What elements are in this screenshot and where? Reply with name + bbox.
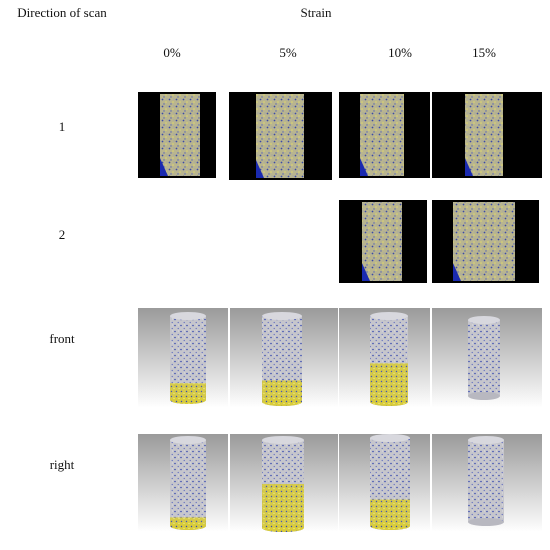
row-label: 2 <box>59 227 66 242</box>
row-label: front <box>49 331 75 346</box>
cylinder-yellow <box>370 363 408 402</box>
cylinder-body <box>170 440 206 526</box>
cylinder-top <box>262 436 304 444</box>
scan-edge <box>160 158 168 176</box>
cylinder-yellow-bottom <box>170 396 206 404</box>
row-header: Direction of scan <box>17 5 107 20</box>
cylinder-top <box>370 434 410 442</box>
column-label: 0% <box>163 45 181 60</box>
scan-edge <box>453 263 461 281</box>
cylinder-yellow <box>170 383 206 400</box>
scan-specimen <box>160 94 200 176</box>
scan-edge <box>256 160 264 178</box>
cylinder-body <box>468 320 500 396</box>
column-label: 15% <box>472 45 496 60</box>
cylinder-body <box>468 440 504 522</box>
row-label: right <box>50 457 75 472</box>
scan-specimen <box>256 94 304 178</box>
scan-edge <box>465 158 473 176</box>
cylinder-top <box>262 312 302 320</box>
column-header: Strain <box>300 5 332 20</box>
cylinder-yellow <box>262 484 304 528</box>
images <box>138 92 542 532</box>
cylinder-yellow-bottom <box>262 398 302 406</box>
cylinder-yellow-bottom <box>262 524 304 532</box>
cylinder-bottom <box>468 392 500 400</box>
cylinder-yellow-bottom <box>170 522 206 530</box>
cylinder-top <box>468 316 500 324</box>
scan-specimen <box>465 94 503 176</box>
column-label: 5% <box>279 45 297 60</box>
cylinder-top <box>370 312 408 320</box>
scan-specimen <box>362 202 402 281</box>
cylinder-top <box>170 436 206 444</box>
cylinder-yellow <box>262 380 302 402</box>
scan-specimen <box>453 202 515 281</box>
scan-edge <box>362 263 370 281</box>
cylinder-yellow <box>170 517 206 526</box>
cylinder-bottom <box>468 518 504 526</box>
scan-specimen <box>360 94 404 176</box>
cylinder-yellow <box>370 499 410 526</box>
column-label: 10% <box>388 45 412 60</box>
row-label: 1 <box>59 119 66 134</box>
cylinder-top <box>468 436 504 444</box>
cylinder-yellow-bottom <box>370 522 410 530</box>
cylinder-yellow-bottom <box>370 398 408 406</box>
cylinder-top <box>170 312 206 320</box>
scan-edge <box>360 158 368 176</box>
